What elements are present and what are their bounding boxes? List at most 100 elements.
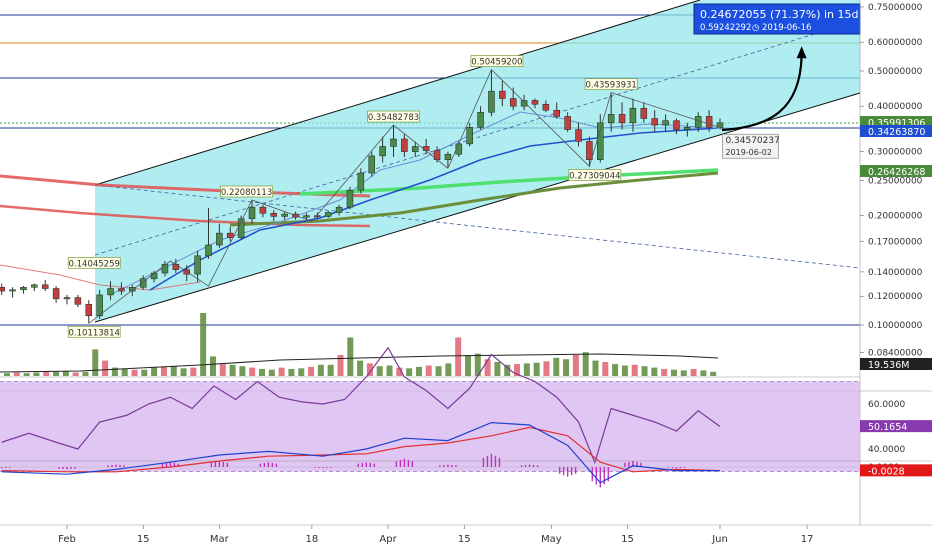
candle [564, 112, 571, 132]
candle [314, 212, 321, 219]
rsi-tag-bg [860, 420, 932, 433]
volume-bar [376, 366, 383, 376]
volume-bar [563, 359, 570, 376]
candle-body [129, 287, 136, 292]
candle-body [52, 288, 60, 300]
candle-body [422, 146, 430, 151]
time-axis-label: 15 [458, 534, 471, 545]
candle-body [9, 289, 16, 292]
candle-body [520, 100, 528, 107]
volume-bar [553, 357, 560, 376]
candle-body [412, 146, 419, 152]
time-axis-label: Feb [58, 534, 76, 545]
annotation-label: 0.22080113 [220, 185, 273, 198]
price-axis-label: 0.14000000 [868, 268, 923, 278]
candle-body [216, 232, 223, 246]
candle [662, 114, 669, 132]
annotation-text: 0.50459200 [471, 58, 522, 68]
price-axis-label: 0.30000000 [868, 148, 923, 158]
candle-body [651, 118, 658, 126]
annotation-label: 0.50459200 [470, 55, 524, 68]
candle-body [684, 127, 691, 130]
candle [63, 294, 71, 305]
volume-bar [72, 372, 79, 376]
volume-bar [415, 366, 422, 376]
volume-bar [4, 373, 10, 376]
candle-body [390, 138, 397, 147]
volume-bar [680, 370, 687, 376]
projection-box-line1: 0.24672055 (71.37%) in 15d [700, 8, 859, 21]
volume-bar [651, 367, 658, 376]
candle [520, 94, 528, 111]
projection-arrow [721, 56, 803, 132]
volume-bar [533, 362, 540, 376]
volume-bar [288, 369, 295, 376]
candle-body [248, 206, 256, 220]
volume-bar [151, 367, 158, 376]
candle [216, 223, 223, 248]
macd-line [1, 421, 720, 484]
annotation-box [584, 78, 638, 90]
candle [368, 151, 375, 177]
candle-body [335, 206, 343, 213]
annotation-label: 0.14045259 [67, 256, 121, 269]
annotation-text: 0.10113814 [69, 328, 120, 338]
candle-body [41, 284, 49, 289]
volume-bar [170, 366, 177, 376]
downtrend-dashed-line [94, 184, 861, 269]
volume-bar [494, 362, 501, 376]
candle [346, 186, 354, 210]
volume-bar [121, 369, 128, 376]
volume-bar [347, 337, 354, 376]
volume-bar [445, 363, 452, 376]
annotation-label: 0.43593931 [584, 78, 638, 91]
volume-bar [278, 367, 285, 376]
volume-bar [190, 367, 197, 376]
candle [248, 199, 256, 224]
price-tag-bg [860, 125, 932, 137]
candle [629, 98, 637, 132]
volume-bar [13, 372, 20, 376]
candle-body [379, 146, 386, 157]
candle [401, 134, 408, 157]
price-axis-label: 0.17000000 [868, 237, 923, 247]
volume-bar [317, 364, 324, 376]
price-tag-text: 0.34263870 [868, 127, 925, 138]
volume-bar [298, 368, 305, 376]
candle [107, 281, 114, 301]
candle-body [673, 120, 680, 130]
volume-bar [249, 367, 256, 376]
ma-red-lower [0, 204, 371, 228]
volume-bar [357, 360, 364, 376]
volume-bar [111, 367, 118, 376]
volume-bar [582, 352, 589, 376]
candle [444, 151, 452, 169]
volume-bar [435, 366, 442, 376]
annotation-box [367, 110, 420, 123]
volume-bar [474, 353, 481, 376]
rsi-band [0, 381, 860, 472]
volume-bar [386, 365, 393, 376]
volume-bar [180, 368, 187, 376]
volume-bar [92, 349, 99, 376]
volume-bar [396, 367, 403, 376]
candle-body [444, 154, 452, 160]
candle [281, 210, 288, 220]
candle [531, 98, 539, 109]
candle-body [357, 172, 365, 191]
price-axis-label: 0.20000000 [868, 212, 923, 222]
candle-body [346, 189, 354, 208]
time-axis-label: Jun [711, 534, 728, 545]
volume-bar [602, 362, 609, 376]
candle-body [694, 116, 702, 128]
candle [96, 289, 103, 319]
time-axis-label: May [541, 534, 562, 545]
candle [259, 204, 267, 218]
candle [390, 125, 397, 157]
candle [640, 102, 648, 123]
candle-body [303, 215, 310, 218]
projection-box-bg [693, 3, 861, 35]
ma-olive [229, 171, 719, 227]
volume-bar [690, 369, 697, 376]
